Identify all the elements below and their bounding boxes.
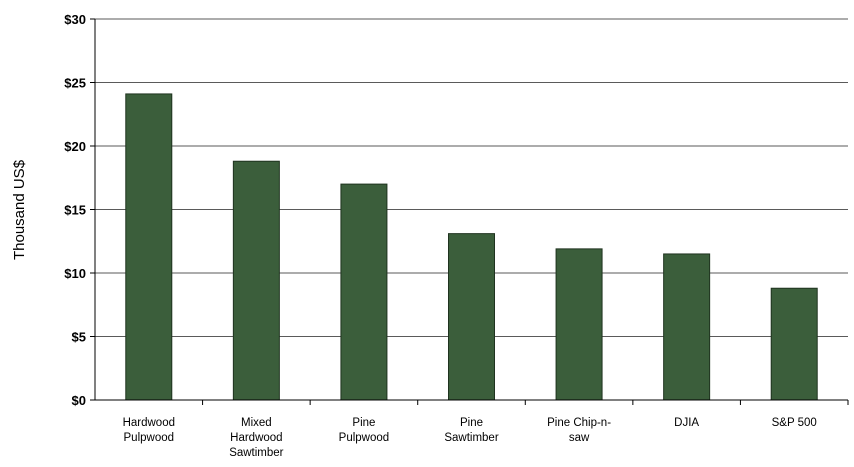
bar: [770, 287, 818, 401]
x-tick-label: Pine Sawtimber: [444, 417, 498, 444]
x-tick-label: Pine Chip-n-saw: [547, 417, 611, 444]
bar: [340, 183, 388, 401]
bar: [232, 160, 280, 401]
bars: [125, 93, 818, 401]
bar: [125, 93, 173, 401]
bar: [555, 248, 603, 401]
y-tick-label: $0: [72, 393, 86, 408]
x-tick-label: Pine Pulpwood: [339, 417, 390, 444]
x-tick-label: S&P 500: [772, 417, 817, 429]
y-tick-label: $5: [72, 330, 86, 345]
y-tick-label: $20: [64, 139, 86, 154]
y-tick-label: $30: [64, 12, 86, 27]
y-axis-label: Thousand US$: [11, 159, 28, 260]
bar: [663, 253, 711, 401]
x-tick-label: Hardwood Pulpwood: [123, 417, 175, 444]
y-tick-labels: $0 $5 $10 $15 $20 $25 $30: [64, 12, 95, 408]
x-tick-label: Mixed Hardwood Sawtimber: [229, 417, 283, 459]
y-tick-label: $15: [64, 203, 86, 218]
y-tick-label: $10: [64, 266, 86, 281]
x-tick-labels: Hardwood Pulpwood Mixed Hardwood Sawtimber Pi…: [123, 400, 849, 459]
gridlines: [95, 18, 848, 337]
bar: [448, 233, 495, 401]
y-tick-label: $25: [64, 76, 86, 91]
x-tick-label: DJIA: [674, 417, 699, 429]
